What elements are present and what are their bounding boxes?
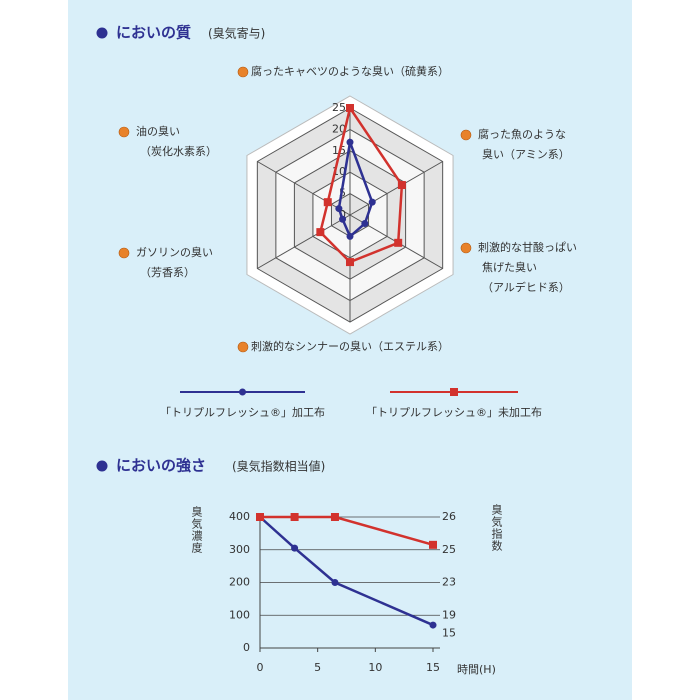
x-tick-label: 0 <box>257 661 264 674</box>
marker <box>256 513 264 521</box>
series-line <box>259 516 434 627</box>
x-axis-title: 時間(H) <box>457 663 496 676</box>
spoke <box>349 161 443 216</box>
marker <box>323 198 332 207</box>
marker <box>368 198 376 206</box>
axis-label: 腐ったキャベツのような臭い（硫黄系） <box>251 64 449 78</box>
marker <box>397 181 406 190</box>
r-tick-label: 0 <box>339 208 346 221</box>
bullet <box>96 27 108 39</box>
label-dot <box>118 247 130 259</box>
spoke <box>257 161 351 216</box>
marker <box>291 544 299 552</box>
subtitle: (臭気寄与) <box>208 26 265 41</box>
marker <box>346 232 354 240</box>
x-tick-label: 10 <box>368 661 382 674</box>
marker <box>346 104 354 112</box>
marker <box>290 513 299 521</box>
axis-label: （アルデヒド系） <box>482 280 570 294</box>
axis-label: ガソリンの臭い <box>136 245 213 259</box>
label-dot <box>237 341 249 353</box>
label-dot <box>460 242 472 254</box>
y-tick-label: 100 <box>229 608 250 621</box>
marker <box>331 579 339 586</box>
r-tick-label: 20 <box>332 122 346 135</box>
x-tick-label: 15 <box>426 661 440 674</box>
axis-label: 刺激的な甘酸っぱい <box>478 240 577 254</box>
y2-axis-title: 臭気指数 <box>490 503 503 552</box>
x-tick-label: 5 <box>314 661 321 674</box>
spoke <box>257 214 351 269</box>
marker <box>429 621 437 629</box>
y2-tick-label: 25 <box>442 543 456 556</box>
title: においの強さ <box>116 457 206 475</box>
y-axis-title: 臭気濃度 <box>190 505 203 554</box>
axis-label: （芳香系） <box>140 265 195 279</box>
marker <box>429 540 437 549</box>
marker <box>346 258 354 267</box>
y2-tick-label: 15 <box>442 626 456 639</box>
marker <box>330 513 339 521</box>
axis-label: 刺激的なシンナーの臭い（エステル系） <box>251 339 449 353</box>
label-dot <box>118 126 130 138</box>
marker <box>339 215 347 223</box>
axis-label: 臭い（アミン系） <box>482 147 570 161</box>
y-tick-label: 0 <box>243 641 250 654</box>
subtitle: (臭気指数相当値) <box>232 459 325 474</box>
y-tick-label: 400 <box>229 510 250 523</box>
axis-label: 焦げた臭い <box>482 260 537 274</box>
y-tick-label: 300 <box>229 543 250 556</box>
y2-tick-label: 23 <box>442 576 456 589</box>
marker <box>335 205 343 213</box>
y2-tick-label: 26 <box>442 510 456 523</box>
title: においの質 <box>116 24 191 42</box>
marker <box>361 220 369 228</box>
legend-label: 「トリプルフレッシュ®」加工布 <box>160 406 325 419</box>
marker <box>316 228 325 237</box>
label-dot <box>460 129 472 141</box>
y-tick-label: 200 <box>229 576 250 589</box>
r-tick-label: 25 <box>332 101 346 114</box>
marker <box>394 238 403 247</box>
legend-label: 「トリプルフレッシュ®」未加工布 <box>366 406 542 419</box>
series-line <box>260 515 434 547</box>
bullet <box>96 460 108 472</box>
axis-label: 腐った魚のような <box>478 127 566 141</box>
marker <box>239 388 246 396</box>
axis-label: （炭化水素系） <box>140 144 217 158</box>
label-dot <box>237 66 249 78</box>
marker <box>346 138 354 146</box>
axis-label: 油の臭い <box>136 124 180 138</box>
y2-tick-label: 19 <box>442 608 456 621</box>
marker <box>450 388 458 396</box>
